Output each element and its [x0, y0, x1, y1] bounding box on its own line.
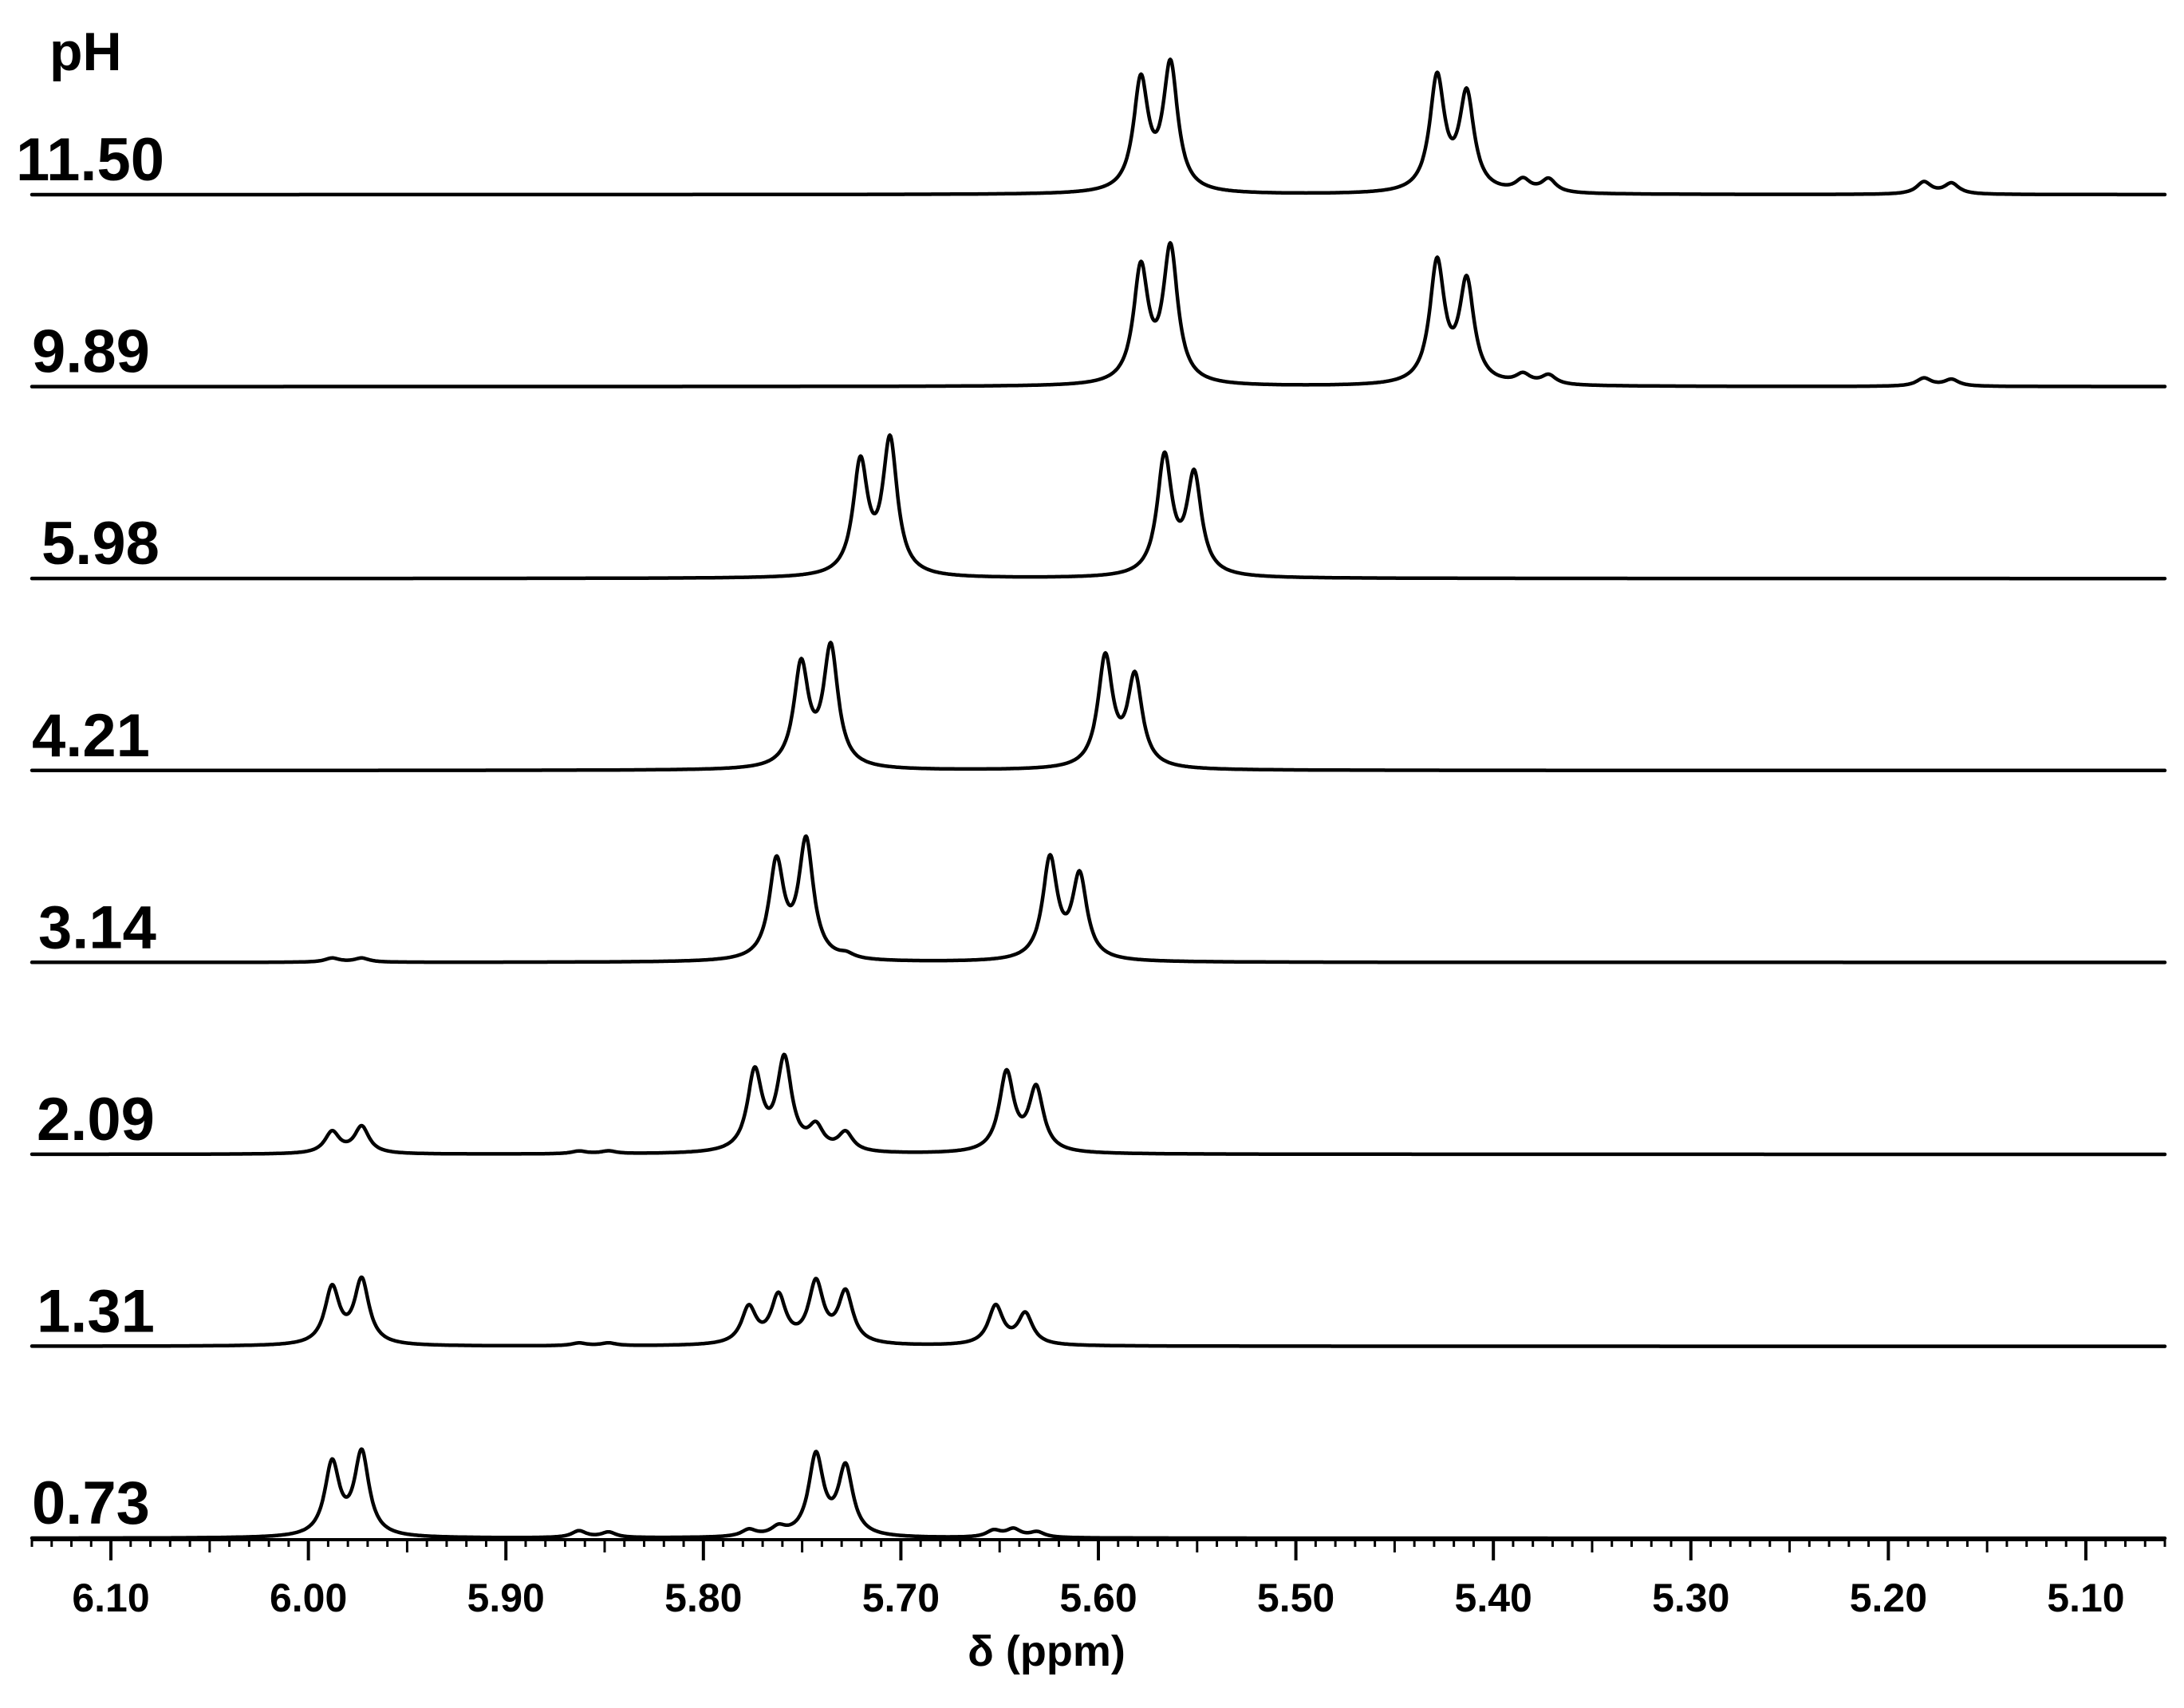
spectra-group — [30, 57, 2167, 1540]
ph-label-0-73: 0.73 — [32, 1469, 150, 1537]
spectrum-trace-ph-1-31 — [30, 1275, 2167, 1348]
ph-label-9-89: 9.89 — [32, 318, 150, 386]
x-tick-label: 6.10 — [72, 1576, 149, 1620]
spectrum-trace-ph-9-89 — [30, 241, 2167, 389]
ph-legend-title: pH — [49, 22, 122, 82]
ph-label-5-98: 5.98 — [41, 510, 160, 578]
x-axis-ticks — [30, 1540, 2166, 1560]
spectrum-trace-ph-3-14 — [30, 834, 2167, 964]
x-tick-label: 5.80 — [664, 1576, 742, 1620]
x-tick-label: 5.50 — [1257, 1576, 1334, 1620]
x-axis-tick-labels: 6.10 6.00 5.90 5.80 5.70 5.60 5.50 5.40 5.30 5.20… — [72, 1576, 2124, 1620]
x-tick-label: 5.60 — [1059, 1576, 1137, 1620]
spectrum-trace-ph-5-98 — [30, 433, 2167, 581]
spectrum-trace-ph-0-73 — [30, 1447, 2167, 1540]
ph-label-1-31: 1.31 — [37, 1278, 155, 1346]
ph-labels-group: 11.50 9.89 5.98 4.21 3.14 2.09 1.31 0.73 — [16, 126, 164, 1537]
x-tick-label: 6.00 — [270, 1576, 347, 1620]
x-tick-label: 5.70 — [862, 1576, 940, 1620]
spectrum-trace-ph-11-50 — [30, 57, 2167, 197]
ph-label-11-50: 11.50 — [16, 126, 164, 194]
spectrum-trace-ph-2-09 — [30, 1052, 2167, 1157]
ph-label-2-09: 2.09 — [37, 1086, 155, 1154]
x-tick-label: 5.30 — [1652, 1576, 1729, 1620]
spectrum-trace-ph-4-21 — [30, 641, 2167, 773]
ph-label-4-21: 4.21 — [32, 702, 150, 770]
x-axis-title: δ (ppm) — [968, 1627, 1126, 1675]
x-tick-label: 5.20 — [1850, 1576, 1927, 1620]
x-tick-label: 5.90 — [467, 1576, 545, 1620]
x-tick-label: 5.40 — [1455, 1576, 1532, 1620]
x-axis: 6.10 6.00 5.90 5.80 5.70 5.60 5.50 5.40 5.30 5.20… — [30, 1538, 2166, 1620]
ph-label-3-14: 3.14 — [38, 893, 156, 961]
x-tick-label: 5.10 — [2047, 1576, 2124, 1620]
